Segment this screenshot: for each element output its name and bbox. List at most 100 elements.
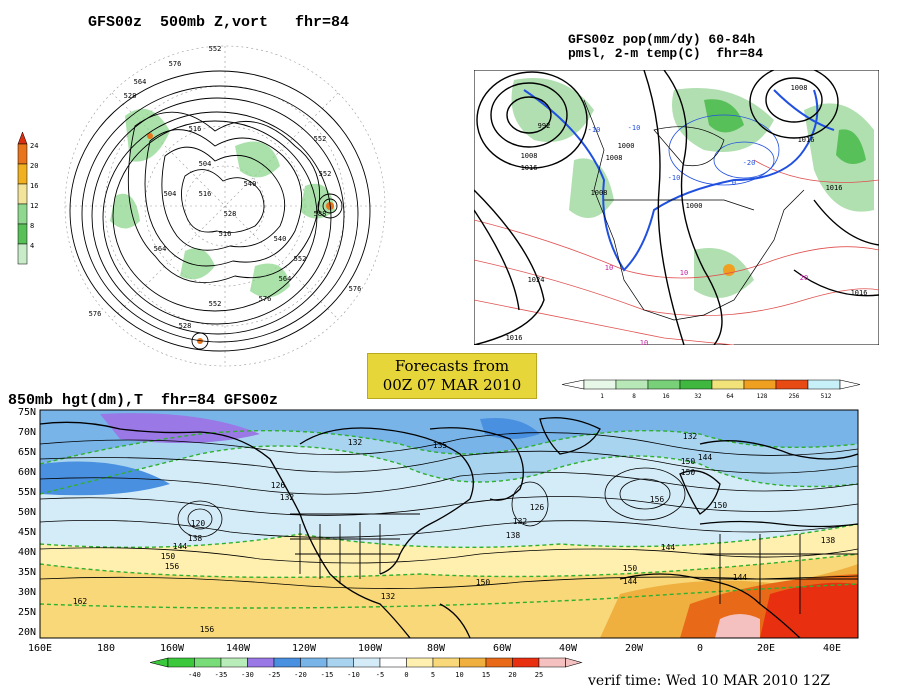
contour-label: 516	[199, 190, 212, 198]
colorbar-swatch	[17, 223, 28, 245]
temp-cb-tick: -5	[376, 671, 384, 679]
lon-label: 160W	[160, 643, 185, 654]
na-panel-title-line1: GFS00z pop(mm/dy) 60-84h	[568, 32, 756, 47]
temp-cb-swatch	[353, 657, 381, 668]
lat-label: 50N	[18, 507, 36, 518]
height-contour-label: 144	[623, 577, 638, 586]
precip-cb-tick: 1	[600, 393, 604, 400]
isobar-label: 1016	[798, 136, 815, 144]
colorbar-swatch	[17, 163, 28, 185]
temp-cb-tick: -20	[294, 671, 307, 679]
temp-cb-tick: -35	[215, 671, 228, 679]
colorbar-tick-label: 16	[30, 182, 38, 190]
verif-time: verif time: Wed 10 MAR 2010 12Z	[588, 673, 831, 689]
temp-cb-swatch	[300, 657, 328, 668]
contour-label: 576	[349, 285, 362, 293]
precip-colorbar: 1 8 16 32 64 128 256 512	[561, 379, 861, 400]
temp-cb-swatch	[326, 657, 354, 668]
height-contour-label: 138	[821, 536, 836, 545]
precip-cb-tick: 32	[694, 393, 702, 400]
temp-cb-swatch	[167, 657, 195, 668]
height-contour-label: 150	[476, 578, 491, 587]
lon-label: 0	[697, 643, 703, 654]
lat-label: 30N	[18, 587, 36, 598]
height-contour-label: 150	[623, 564, 638, 573]
lat-label: 40N	[18, 547, 36, 558]
contour-label: 576	[169, 60, 182, 68]
lat-label: 35N	[18, 567, 36, 578]
isobar-label: 1008	[591, 189, 608, 197]
contour-label: 504	[199, 160, 212, 168]
lat-label: 70N	[18, 427, 36, 438]
temp-cb-tick: 25	[535, 671, 543, 679]
lat-label: 75N	[18, 407, 36, 418]
temp-cb-tick: -10	[347, 671, 360, 679]
temp-label: 0	[732, 179, 736, 187]
polar-stereographic-map: 552 576 564 528 516 504 516 528 540 552 564 576 528 5…	[64, 45, 386, 367]
temp-cb-tick: -30	[241, 671, 254, 679]
temp-cb-tick: 10	[455, 671, 463, 679]
precip-cb-tick: 16	[662, 393, 670, 400]
height-contour-label: 126	[271, 481, 286, 490]
height-contour-label: 144	[698, 453, 713, 462]
contour-label: 564	[134, 78, 147, 86]
forecast-banner-line1: Forecasts from	[394, 357, 510, 375]
temp-cb-swatch	[538, 657, 566, 668]
colorbar-top-arrow	[17, 131, 28, 145]
polar-panel-title: GFS00z 500mb Z,vort fhr=84	[88, 14, 350, 31]
height-contour-label: 135	[433, 441, 448, 450]
lat-label: 55N	[18, 487, 36, 498]
colorbar-tick-label: 20	[30, 162, 38, 170]
contour-label: 528	[124, 92, 137, 100]
temp-cb-swatch	[512, 657, 540, 668]
contour-label: 552	[209, 300, 222, 308]
temp-label: -10	[628, 124, 641, 132]
isobar-label: 1016	[851, 289, 868, 297]
temp-label: 20	[800, 274, 808, 282]
contour-label: 588	[314, 210, 327, 218]
forecast-banner: Forecasts from 00Z 07 MAR 2010	[367, 353, 537, 399]
temp-label: 10	[605, 264, 613, 272]
height-contour-label: 132	[513, 517, 528, 526]
temp-cb-left-arrow	[149, 657, 169, 668]
precip-cb-tick: 256	[789, 393, 800, 400]
height-contour-label: 144	[661, 543, 676, 552]
height-contour-label: 132	[381, 592, 396, 601]
lon-label: 180	[97, 643, 115, 654]
colorbar-tick-label: 12	[30, 202, 38, 210]
lon-label: 20W	[625, 643, 644, 654]
isobar-label: 1000	[618, 142, 635, 150]
height-contour-label: 162	[73, 597, 88, 606]
precip-cb-swatch	[807, 379, 841, 390]
temp-cb-tick: -25	[268, 671, 281, 679]
height-contour-label: 132	[280, 493, 295, 502]
colorbar-tick-label: 8	[30, 222, 34, 230]
height-contour-label: 150	[713, 501, 728, 510]
contour-label: 552	[294, 255, 307, 263]
height-contour-label: 156	[200, 625, 215, 634]
contour-label: 576	[89, 310, 102, 318]
isobar-label: 1016	[506, 334, 523, 342]
temp-cb-swatch	[432, 657, 460, 668]
contour-label: 564	[154, 245, 167, 253]
lon-label: 160E	[28, 643, 52, 654]
height-contour-label: 156	[165, 562, 180, 571]
isobar-label: 1008	[521, 152, 538, 160]
precip-cb-swatch	[743, 379, 777, 390]
isobar-label: 1016	[826, 184, 843, 192]
precip-cb-tick: 512	[821, 393, 832, 400]
forecast-banner-line2: 00Z 07 MAR 2010	[382, 376, 522, 394]
lat-label: 65N	[18, 447, 36, 458]
polar-vort-colorbar: 24 20 16 12 8 4	[17, 131, 38, 265]
isobar-label: 1016	[521, 164, 538, 172]
contour-label: 528	[179, 322, 192, 330]
colorbar-swatch	[17, 183, 28, 205]
height-contour-label: 150	[161, 552, 176, 561]
temp-cb-swatch	[379, 657, 407, 668]
colorbar-swatch	[17, 243, 28, 265]
temp-cb-swatch	[273, 657, 301, 668]
precip-cb-swatch	[647, 379, 681, 390]
lon-label: 60W	[493, 643, 512, 654]
precip-cb-right-arrow	[839, 379, 861, 390]
colorbar-swatch	[17, 143, 28, 165]
